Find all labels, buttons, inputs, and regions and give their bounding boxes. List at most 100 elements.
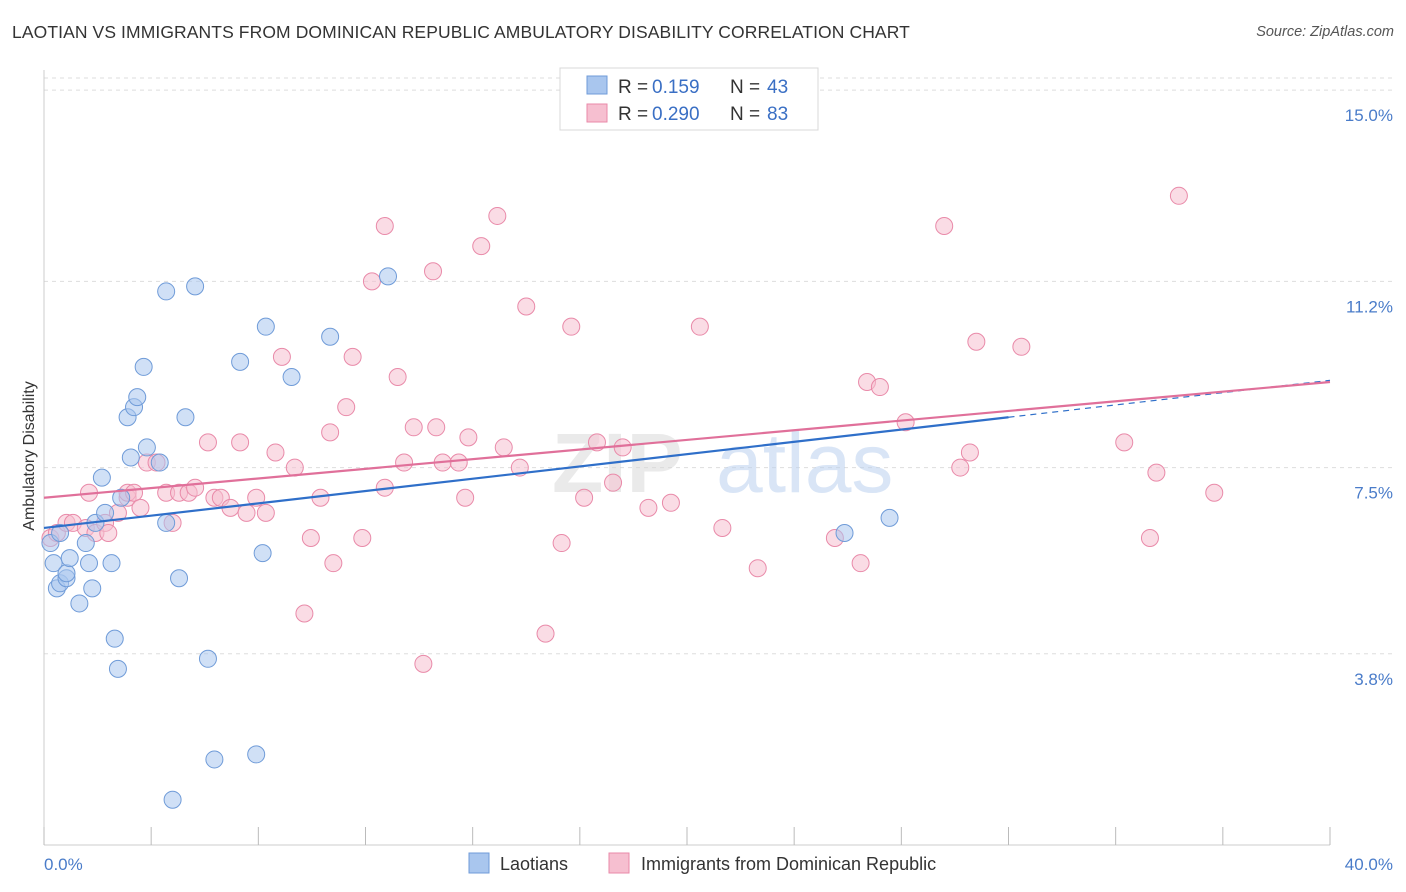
y-tick-label: 7.5% [1354,484,1393,503]
laotian-point [51,523,70,542]
laotian-point [108,659,127,678]
dominican-point [748,559,767,578]
dominican-point [951,458,970,477]
laotian-point [70,594,89,613]
y-tick-label: 15.0% [1345,106,1393,125]
points-layer [41,186,1224,809]
dominican-point [131,498,150,517]
legend-box: R = 0.159 N = 43 R = 0.290 N = 83 [559,67,819,131]
laotian-point [321,327,340,346]
laotian-point [880,508,899,527]
laotian-point [170,569,189,588]
legend-n-label-1: N = [730,77,760,98]
dominican-point [604,473,623,492]
bottom-legend: Laotians Immigrants from Dominican Repub… [468,852,936,874]
dominican-point [449,453,468,472]
laotian-point [105,629,124,648]
laotian-point [835,523,854,542]
laotian-point [198,649,217,668]
dominican-point [375,217,394,236]
dominican-point [517,297,536,316]
laotian-point [83,579,102,598]
legend-n-value-1: 43 [767,77,788,98]
laotian-point [96,503,115,522]
dominican-point [353,529,372,548]
dominican-point [1169,186,1188,205]
legend-n-label-2: N = [730,104,760,125]
dominican-point [343,347,362,366]
dominican-point [324,554,343,573]
legend-r-value-1: 0.159 [652,77,700,98]
dominican-point [967,332,986,351]
dominican-point [295,604,314,623]
dominican-point [1140,529,1159,548]
laotian-trendline [43,416,1009,530]
legend-r-label-2: R = [618,104,648,125]
x-tick-label-max: 40.0% [1345,855,1393,874]
dominican-point [198,433,217,452]
dominican-point [661,493,680,512]
laotian-point [137,438,156,457]
dominican-point [851,554,870,573]
laotian-point [60,549,79,568]
dominican-point [231,433,250,452]
bottom-legend-swatch-laotians [468,852,490,874]
laotian-point [379,267,398,286]
dominican-point [870,378,889,397]
laotian-point [112,488,131,507]
dominican-point [256,503,275,522]
laotian-point [134,357,153,376]
dominican-point [1147,463,1166,482]
dominican-point [494,438,513,457]
dominican-point [237,503,256,522]
dominican-point [1012,337,1031,356]
trend-layer [43,379,1331,530]
dominican-point [935,217,954,236]
laotian-point [150,453,169,472]
dominican-point [456,488,475,507]
dominican-point [690,317,709,336]
dominican-point [1205,483,1224,502]
y-axis-label: Ambulatory Disability [21,381,38,530]
dominican-point [427,418,446,437]
legend-n-value-2: 83 [767,104,788,125]
axes-layer: 3.8% 7.5% 11.2% 15.0% 0.0% 40.0% [43,70,1393,874]
dominican-point [960,443,979,462]
dominican-point [488,206,507,225]
dominican-point [1115,433,1134,452]
laotian-point [57,564,76,583]
dominican-point [362,272,381,291]
dominican-point [321,423,340,442]
dominican-point [388,367,407,386]
laotian-point [157,513,176,532]
dominican-point [99,523,118,542]
chart-title: LAOTIAN VS IMMIGRANTS FROM DOMINICAN REP… [12,22,910,42]
dominican-point [459,428,478,447]
dominican-point [713,518,732,537]
laotian-point [44,554,63,573]
laotian-point [163,790,182,809]
laotian-point [247,745,266,764]
bottom-legend-swatch-dominican [608,852,630,874]
dominican-point [266,443,285,462]
laotian-point [176,408,195,427]
dominican-point [424,262,443,281]
laotian-point [128,388,147,407]
legend-r-value-2: 0.290 [652,104,700,125]
laotian-point [253,544,272,563]
y-tick-label: 11.2% [1346,297,1393,316]
laotian-point [186,277,205,296]
dominican-point [272,347,291,366]
dominican-point [536,624,555,643]
dominican-point [613,438,632,457]
laotian-point [231,352,250,371]
dominican-point [285,458,304,477]
dominican-point [395,453,414,472]
laotian-point [256,317,275,336]
bottom-legend-dominican: Immigrants from Dominican Republic [641,854,936,874]
laotian-point [80,554,99,573]
dominican-point [186,478,205,497]
laotian-point [282,367,301,386]
legend-swatch-pink [586,103,608,123]
